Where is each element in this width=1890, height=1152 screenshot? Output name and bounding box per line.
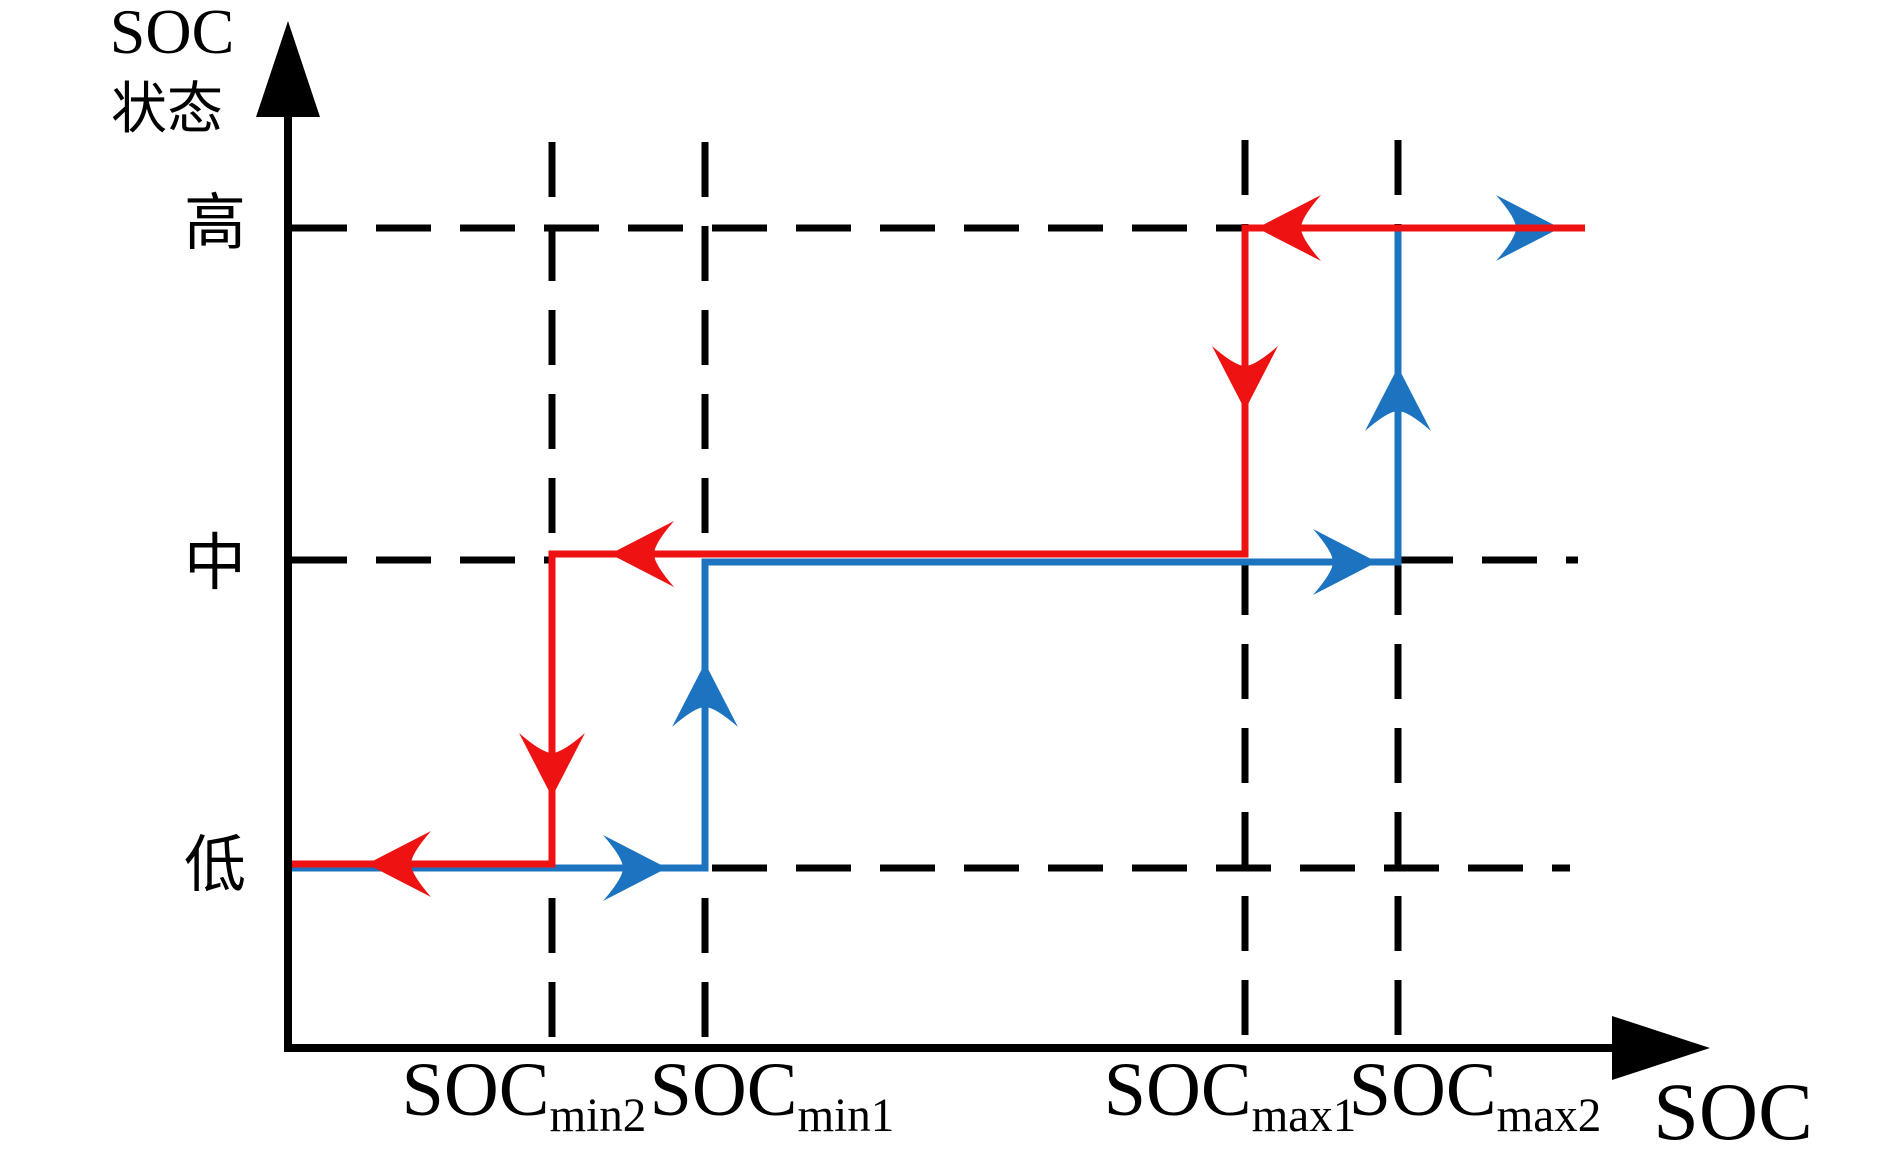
x-tick-soc-min1: SOCmin1: [650, 1052, 895, 1140]
y-tick-low: 低: [183, 832, 247, 900]
y-axis-arrowhead-icon: [256, 21, 320, 117]
x-tick-soc-min2: SOCmin2: [402, 1052, 647, 1140]
y-tick-high: 高: [183, 190, 247, 258]
x-axis-arrowhead-icon: [1612, 1016, 1710, 1080]
x-tick-soc-max2: SOCmax2: [1349, 1052, 1602, 1140]
charge-path: [288, 224, 1585, 872]
discharge-arrowhead-down-icon: [519, 733, 585, 797]
discharge-arrowhead-left-icon: [367, 831, 431, 897]
x-tick-soc-max1-sub: max1: [1251, 1090, 1357, 1143]
discharge-arrowhead-down-icon: [1212, 346, 1278, 410]
x-tick-soc-min1-sub: min1: [797, 1090, 895, 1143]
y-tick-mid: 中: [183, 530, 247, 598]
y-axis-title-line2: 状态: [111, 79, 223, 141]
y-axis-title-line1: SOC: [109, 0, 235, 67]
discharge-arrowhead-left-icon: [1257, 195, 1321, 261]
axes-lines: [284, 110, 1616, 1052]
x-tick-soc-max2-sub: max2: [1496, 1090, 1602, 1143]
charge-arrowhead-up-icon: [672, 663, 738, 727]
charge-arrowhead-up-icon: [1365, 367, 1431, 431]
x-tick-soc-max2-base: SOC: [1348, 1047, 1497, 1132]
discharge-arrowhead-left-icon: [610, 521, 674, 587]
charge-arrowhead-right-icon: [603, 835, 667, 901]
x-tick-soc-max1: SOCmax1: [1104, 1052, 1357, 1140]
charge-arrowhead-right-icon: [1313, 529, 1377, 595]
x-tick-soc-min2-sub: min2: [549, 1090, 647, 1143]
discharge-path: [288, 224, 1585, 868]
x-axis-title: SOC: [1653, 1066, 1813, 1152]
x-tick-soc-min1-base: SOC: [649, 1047, 798, 1132]
x-tick-soc-min2-base: SOC: [401, 1047, 550, 1132]
x-tick-soc-max1-base: SOC: [1103, 1047, 1252, 1132]
